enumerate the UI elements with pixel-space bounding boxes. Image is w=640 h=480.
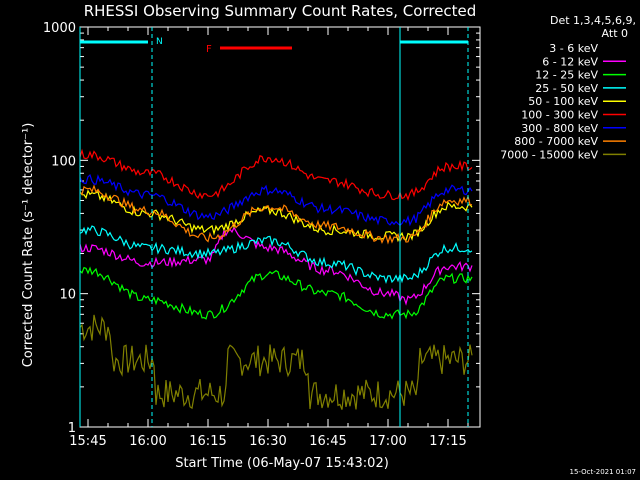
- y-tick-label: 1000: [43, 21, 76, 36]
- x-tick-labels: 15:45 16:00 16:15 16:30 16:45 17:00 17:15: [69, 434, 466, 449]
- overlay-layer: NF: [79, 27, 469, 427]
- series-line-25-50-keV: [79, 225, 473, 285]
- legend-entry-label: 50 - 100 keV: [528, 95, 598, 108]
- legend-entry-label: 7000 - 15000 keV: [500, 148, 598, 161]
- legend-entry-label: 6 - 12 keV: [542, 55, 598, 68]
- legend-entry-label: 300 - 800 keV: [521, 122, 598, 135]
- x-tick-label: 16:00: [129, 434, 166, 449]
- series-line-800-7000-keV: [79, 184, 473, 245]
- flare-marker-label: F: [206, 44, 212, 55]
- x-tick-label: 16:30: [249, 434, 286, 449]
- series-line-12-25-keV: [79, 266, 473, 320]
- y-tick-label: 1: [68, 421, 76, 436]
- series-line-100-300-keV: [79, 148, 473, 202]
- y-axis-label: Corrected Count Rate (s⁻¹ detector⁻¹): [21, 123, 36, 368]
- legend-entry-label: 3 - 6 keV: [549, 42, 598, 55]
- x-axis-label: Start Time (06-May-07 15:43:02): [175, 456, 389, 471]
- legend-entry-label: 12 - 25 keV: [535, 69, 598, 82]
- legend-header-line2: Att 0: [602, 27, 628, 40]
- series-line-7000-15000-keV: [79, 314, 473, 410]
- y-tick-labels: 1 10 100 1000: [43, 21, 76, 436]
- series-line-3-6-keV: [79, 248, 473, 329]
- series-line-6-12-keV: [79, 226, 473, 306]
- y-tick-label: 100: [51, 154, 76, 169]
- legend-header-line1: Det 1,3,4,5,6,9,: [550, 14, 636, 27]
- legend-entry-label: 100 - 300 keV: [521, 109, 598, 122]
- x-tick-label: 16:15: [189, 434, 226, 449]
- night-marker-label: N: [156, 37, 163, 47]
- legend-entry-label: 25 - 50 keV: [535, 82, 598, 95]
- chart-title: RHESSI Observing Summary Count Rates, Co…: [84, 2, 477, 20]
- x-tick-label: 16:45: [309, 434, 346, 449]
- series-layer: [79, 148, 473, 410]
- series-line-300-800-keV: [79, 173, 473, 227]
- legend-entry-label: 800 - 7000 keV: [514, 135, 598, 148]
- x-tick-label: 17:15: [429, 434, 466, 449]
- x-tick-label: 15:45: [69, 434, 106, 449]
- footer-timestamp: 15-Oct-2021 01:07: [570, 468, 636, 476]
- y-tick-label: 10: [59, 288, 76, 303]
- series-line-50-100-keV: [79, 189, 473, 243]
- x-tick-label: 17:00: [369, 434, 406, 449]
